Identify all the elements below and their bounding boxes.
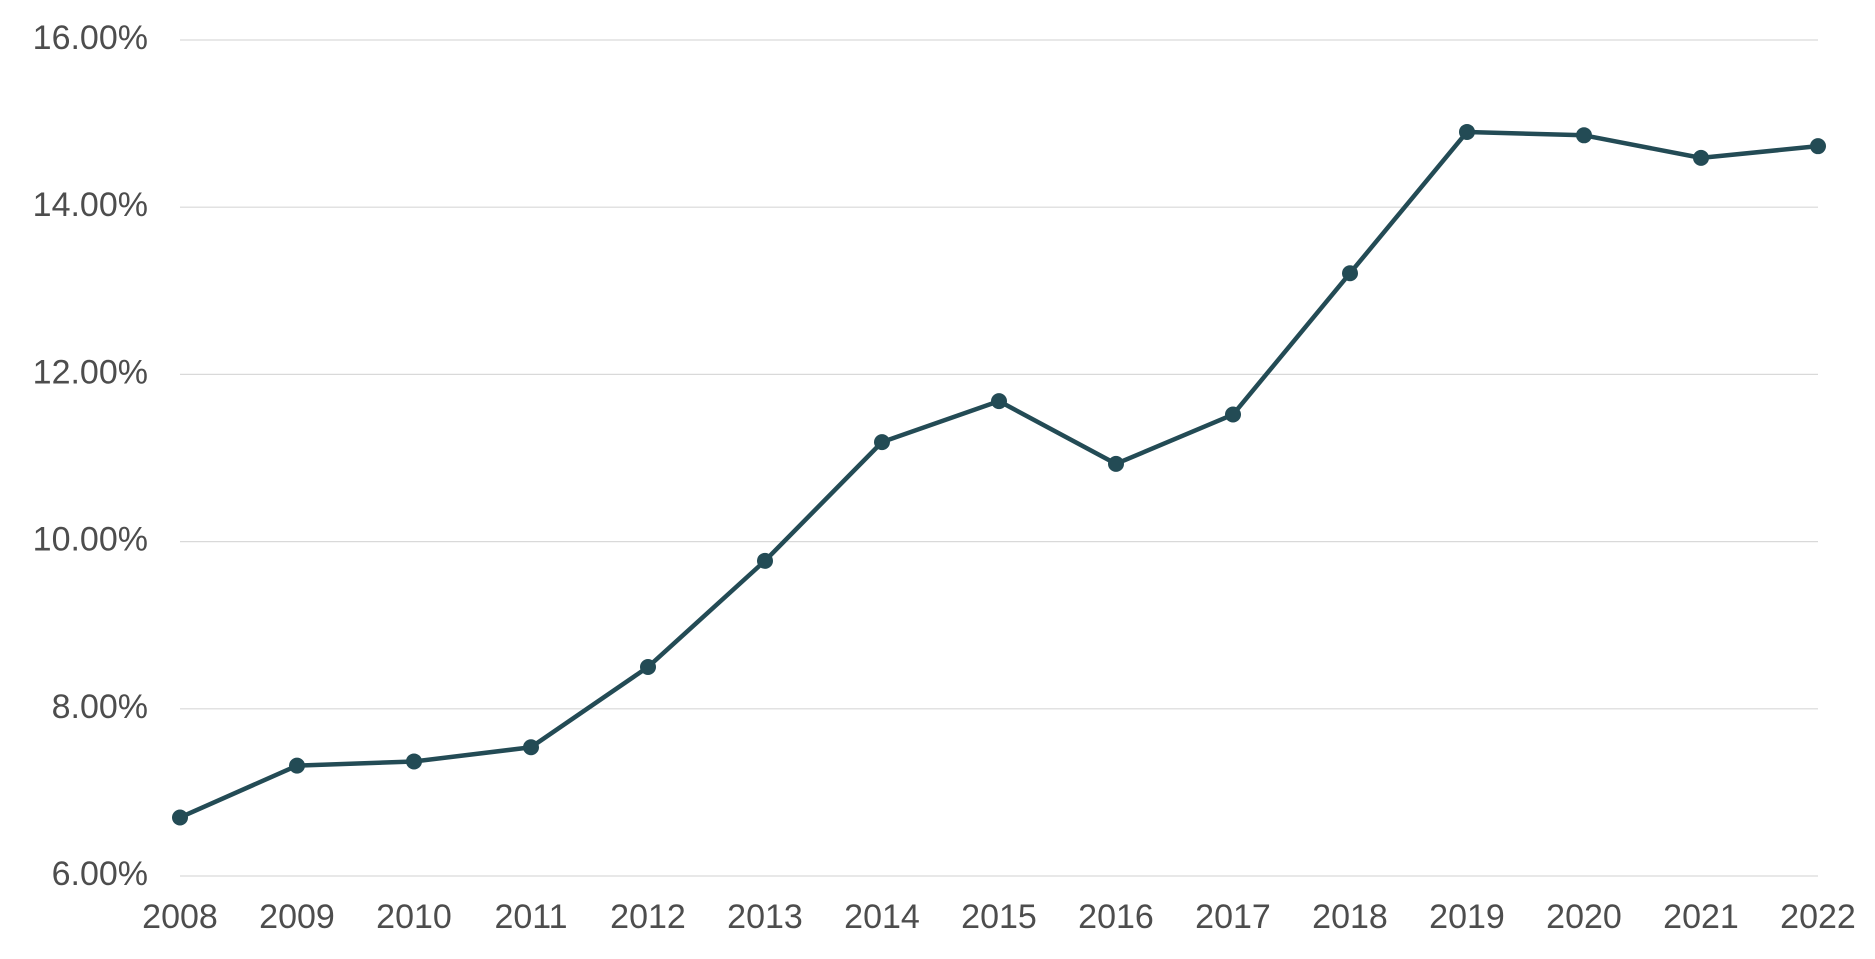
x-axis-tick-labels: 2008 2009 2010 2011 2012 2013 2014 2015 2016 2017… bbox=[142, 898, 1856, 936]
y-tick-label: 14.00% bbox=[33, 186, 148, 224]
x-tick-label: 2017 bbox=[1195, 898, 1271, 936]
x-tick-label: 2013 bbox=[727, 898, 803, 936]
x-tick-label: 2020 bbox=[1546, 898, 1622, 936]
data-point-2016[interactable] bbox=[1108, 455, 1124, 472]
x-tick-label: 2022 bbox=[1780, 898, 1856, 936]
data-point-2021[interactable] bbox=[1693, 149, 1709, 166]
y-tick-label: 16.00% bbox=[33, 19, 148, 57]
x-tick-label: 2021 bbox=[1663, 898, 1739, 936]
data-point-2018[interactable] bbox=[1342, 265, 1358, 282]
x-tick-label: 2015 bbox=[961, 898, 1037, 936]
gridlines bbox=[180, 39, 1818, 877]
x-tick-label: 2016 bbox=[1078, 898, 1154, 936]
series-line bbox=[177, 129, 1821, 820]
data-point-2009[interactable] bbox=[289, 757, 305, 774]
y-tick-label: 6.00% bbox=[52, 855, 148, 893]
data-point-2022[interactable] bbox=[1810, 138, 1826, 155]
x-tick-label: 2010 bbox=[376, 898, 452, 936]
x-tick-label: 2012 bbox=[610, 898, 686, 936]
data-point-2015[interactable] bbox=[991, 393, 1007, 410]
y-tick-label: 10.00% bbox=[33, 521, 148, 559]
x-tick-label: 2009 bbox=[259, 898, 335, 936]
x-tick-label: 2014 bbox=[844, 898, 920, 936]
y-tick-label: 12.00% bbox=[33, 353, 148, 391]
x-tick-label: 2011 bbox=[494, 898, 567, 936]
x-tick-label: 2008 bbox=[142, 898, 218, 936]
data-point-2013[interactable] bbox=[757, 552, 773, 569]
data-point-2010[interactable] bbox=[406, 753, 422, 770]
data-point-2017[interactable] bbox=[1225, 406, 1241, 423]
y-tick-label: 8.00% bbox=[52, 688, 148, 726]
x-tick-label: 2019 bbox=[1429, 898, 1505, 936]
data-point-2014[interactable] bbox=[874, 434, 890, 451]
y-axis-tick-labels: 6.00% 8.00% 10.00% 12.00% 14.00% 16.00% bbox=[33, 19, 148, 893]
x-tick-label: 2018 bbox=[1312, 898, 1388, 936]
data-point-2008[interactable] bbox=[172, 809, 188, 826]
data-point-2012[interactable] bbox=[640, 659, 656, 675]
data-point-2020[interactable] bbox=[1576, 127, 1592, 144]
data-point-2019[interactable] bbox=[1459, 123, 1475, 140]
series-group bbox=[172, 123, 1826, 826]
data-point-2011[interactable] bbox=[523, 739, 539, 756]
